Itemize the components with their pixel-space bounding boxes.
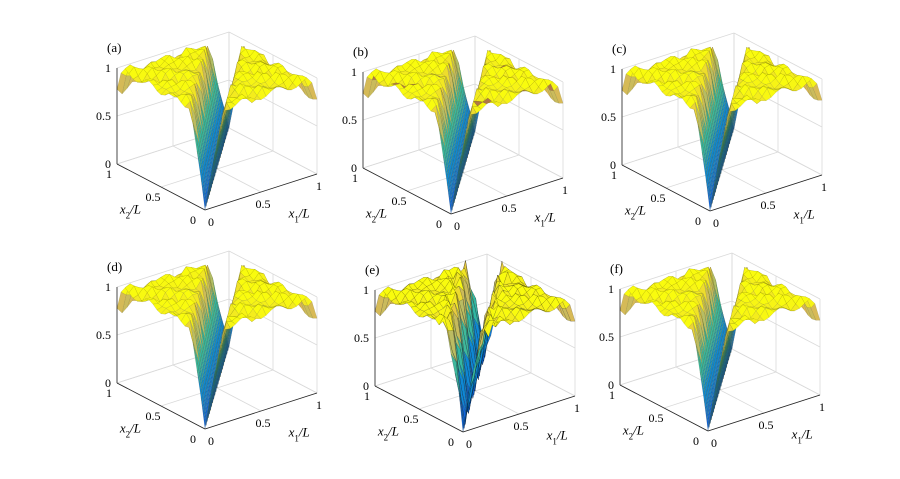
axis-lines [116, 68, 318, 211]
axis-lines [362, 72, 564, 215]
x2-axis-label: x2/L [624, 202, 646, 221]
z-tick-label: 1 [105, 61, 111, 75]
x2-tick-label: 0.5 [404, 412, 419, 426]
x1-axis-label: x1/L [791, 427, 813, 446]
x1-tick-label: 1 [316, 398, 322, 412]
x2-axis-label: x2/L [119, 420, 141, 439]
panel-label: (e) [365, 262, 379, 277]
z-tick-label: 0 [105, 157, 111, 171]
x2-tick-label: 0.5 [146, 409, 161, 423]
x2-tick-label: 0 [190, 432, 196, 446]
x2-axis-label: x2/L [119, 201, 141, 220]
z-tick-label: 1 [351, 65, 357, 79]
z-tick-label: 0 [608, 378, 614, 392]
x1-tick-label: 0.5 [502, 201, 517, 215]
x1-tick-label: 0.5 [761, 198, 776, 212]
x1-tick-label: 0.5 [759, 418, 774, 432]
x1-tick-label: 0 [466, 437, 472, 451]
x2-tick-label: 0.5 [651, 191, 666, 205]
panel-label: (b) [353, 44, 368, 59]
x2-axis-label: x2/L [365, 205, 387, 224]
x1-tick-label: 0 [208, 434, 214, 448]
z-tick-label: 0 [363, 379, 369, 393]
x2-tick-label: 1 [609, 388, 615, 402]
x2-tick-label: 1 [611, 168, 617, 182]
panel-label: (f) [610, 261, 623, 276]
axis-lines [374, 290, 576, 433]
z-tick-label: 0.5 [342, 113, 357, 127]
x1-tick-label: 0 [711, 436, 717, 450]
x1-tick-label: 1 [316, 179, 322, 193]
axis-lines [116, 287, 318, 430]
z-tick-label: 1 [363, 283, 369, 297]
z-tick-label: 0.5 [354, 331, 369, 345]
x1-tick-label: 0.5 [514, 419, 529, 433]
x2-tick-label: 0.5 [392, 194, 407, 208]
z-tick-label: 1 [608, 282, 614, 296]
z-tick-label: 0 [351, 161, 357, 175]
x2-tick-label: 1 [106, 386, 112, 400]
x1-axis-label: x1/L [534, 210, 556, 229]
surface [621, 46, 823, 212]
z-tick-label: 0.5 [96, 109, 111, 123]
z-tick-label: 0.5 [601, 110, 616, 124]
x2-tick-label: 1 [106, 167, 112, 181]
x1-axis-label: x1/L [288, 425, 310, 444]
z-tick-label: 0.5 [599, 330, 614, 344]
x2-tick-label: 1 [352, 171, 358, 185]
z-tick-label: 0 [610, 158, 616, 172]
x1-tick-label: 0 [454, 219, 460, 233]
x2-tick-label: 1 [364, 389, 370, 403]
surface [362, 49, 564, 215]
x2-tick-label: 0.5 [649, 411, 664, 425]
z-tick-label: 1 [105, 280, 111, 294]
x2-axis-label: x2/L [377, 423, 399, 442]
panel-label: (c) [612, 41, 626, 56]
x1-tick-label: 1 [562, 183, 568, 197]
surface [116, 45, 318, 211]
axis-lines [619, 289, 821, 432]
x2-axis-label: x2/L [622, 422, 644, 441]
x1-tick-label: 0 [208, 215, 214, 229]
panel-label: (a) [107, 40, 121, 55]
x2-tick-label: 0 [695, 214, 701, 228]
x2-tick-label: 0.5 [146, 190, 161, 204]
x1-axis-label: x1/L [288, 206, 310, 225]
x1-tick-label: 1 [574, 401, 580, 415]
x1-tick-label: 1 [819, 400, 825, 414]
x1-tick-label: 1 [821, 180, 827, 194]
x1-tick-label: 0 [713, 216, 719, 230]
z-tick-label: 0.5 [96, 328, 111, 342]
x1-axis-label: x1/L [546, 428, 568, 447]
z-tick-label: 1 [610, 62, 616, 76]
x1-axis-label: x1/L [793, 207, 815, 226]
surface [116, 264, 318, 430]
panel-label: (d) [107, 259, 122, 274]
axis-lines [621, 69, 823, 212]
x2-tick-label: 0 [436, 217, 442, 231]
x1-tick-label: 0.5 [256, 416, 271, 430]
x2-tick-label: 0 [448, 435, 454, 449]
x2-tick-label: 0 [693, 434, 699, 448]
z-tick-label: 0 [105, 376, 111, 390]
surface [374, 260, 576, 433]
surface [619, 266, 821, 432]
x1-tick-label: 0.5 [256, 197, 271, 211]
x2-tick-label: 0 [190, 213, 196, 227]
